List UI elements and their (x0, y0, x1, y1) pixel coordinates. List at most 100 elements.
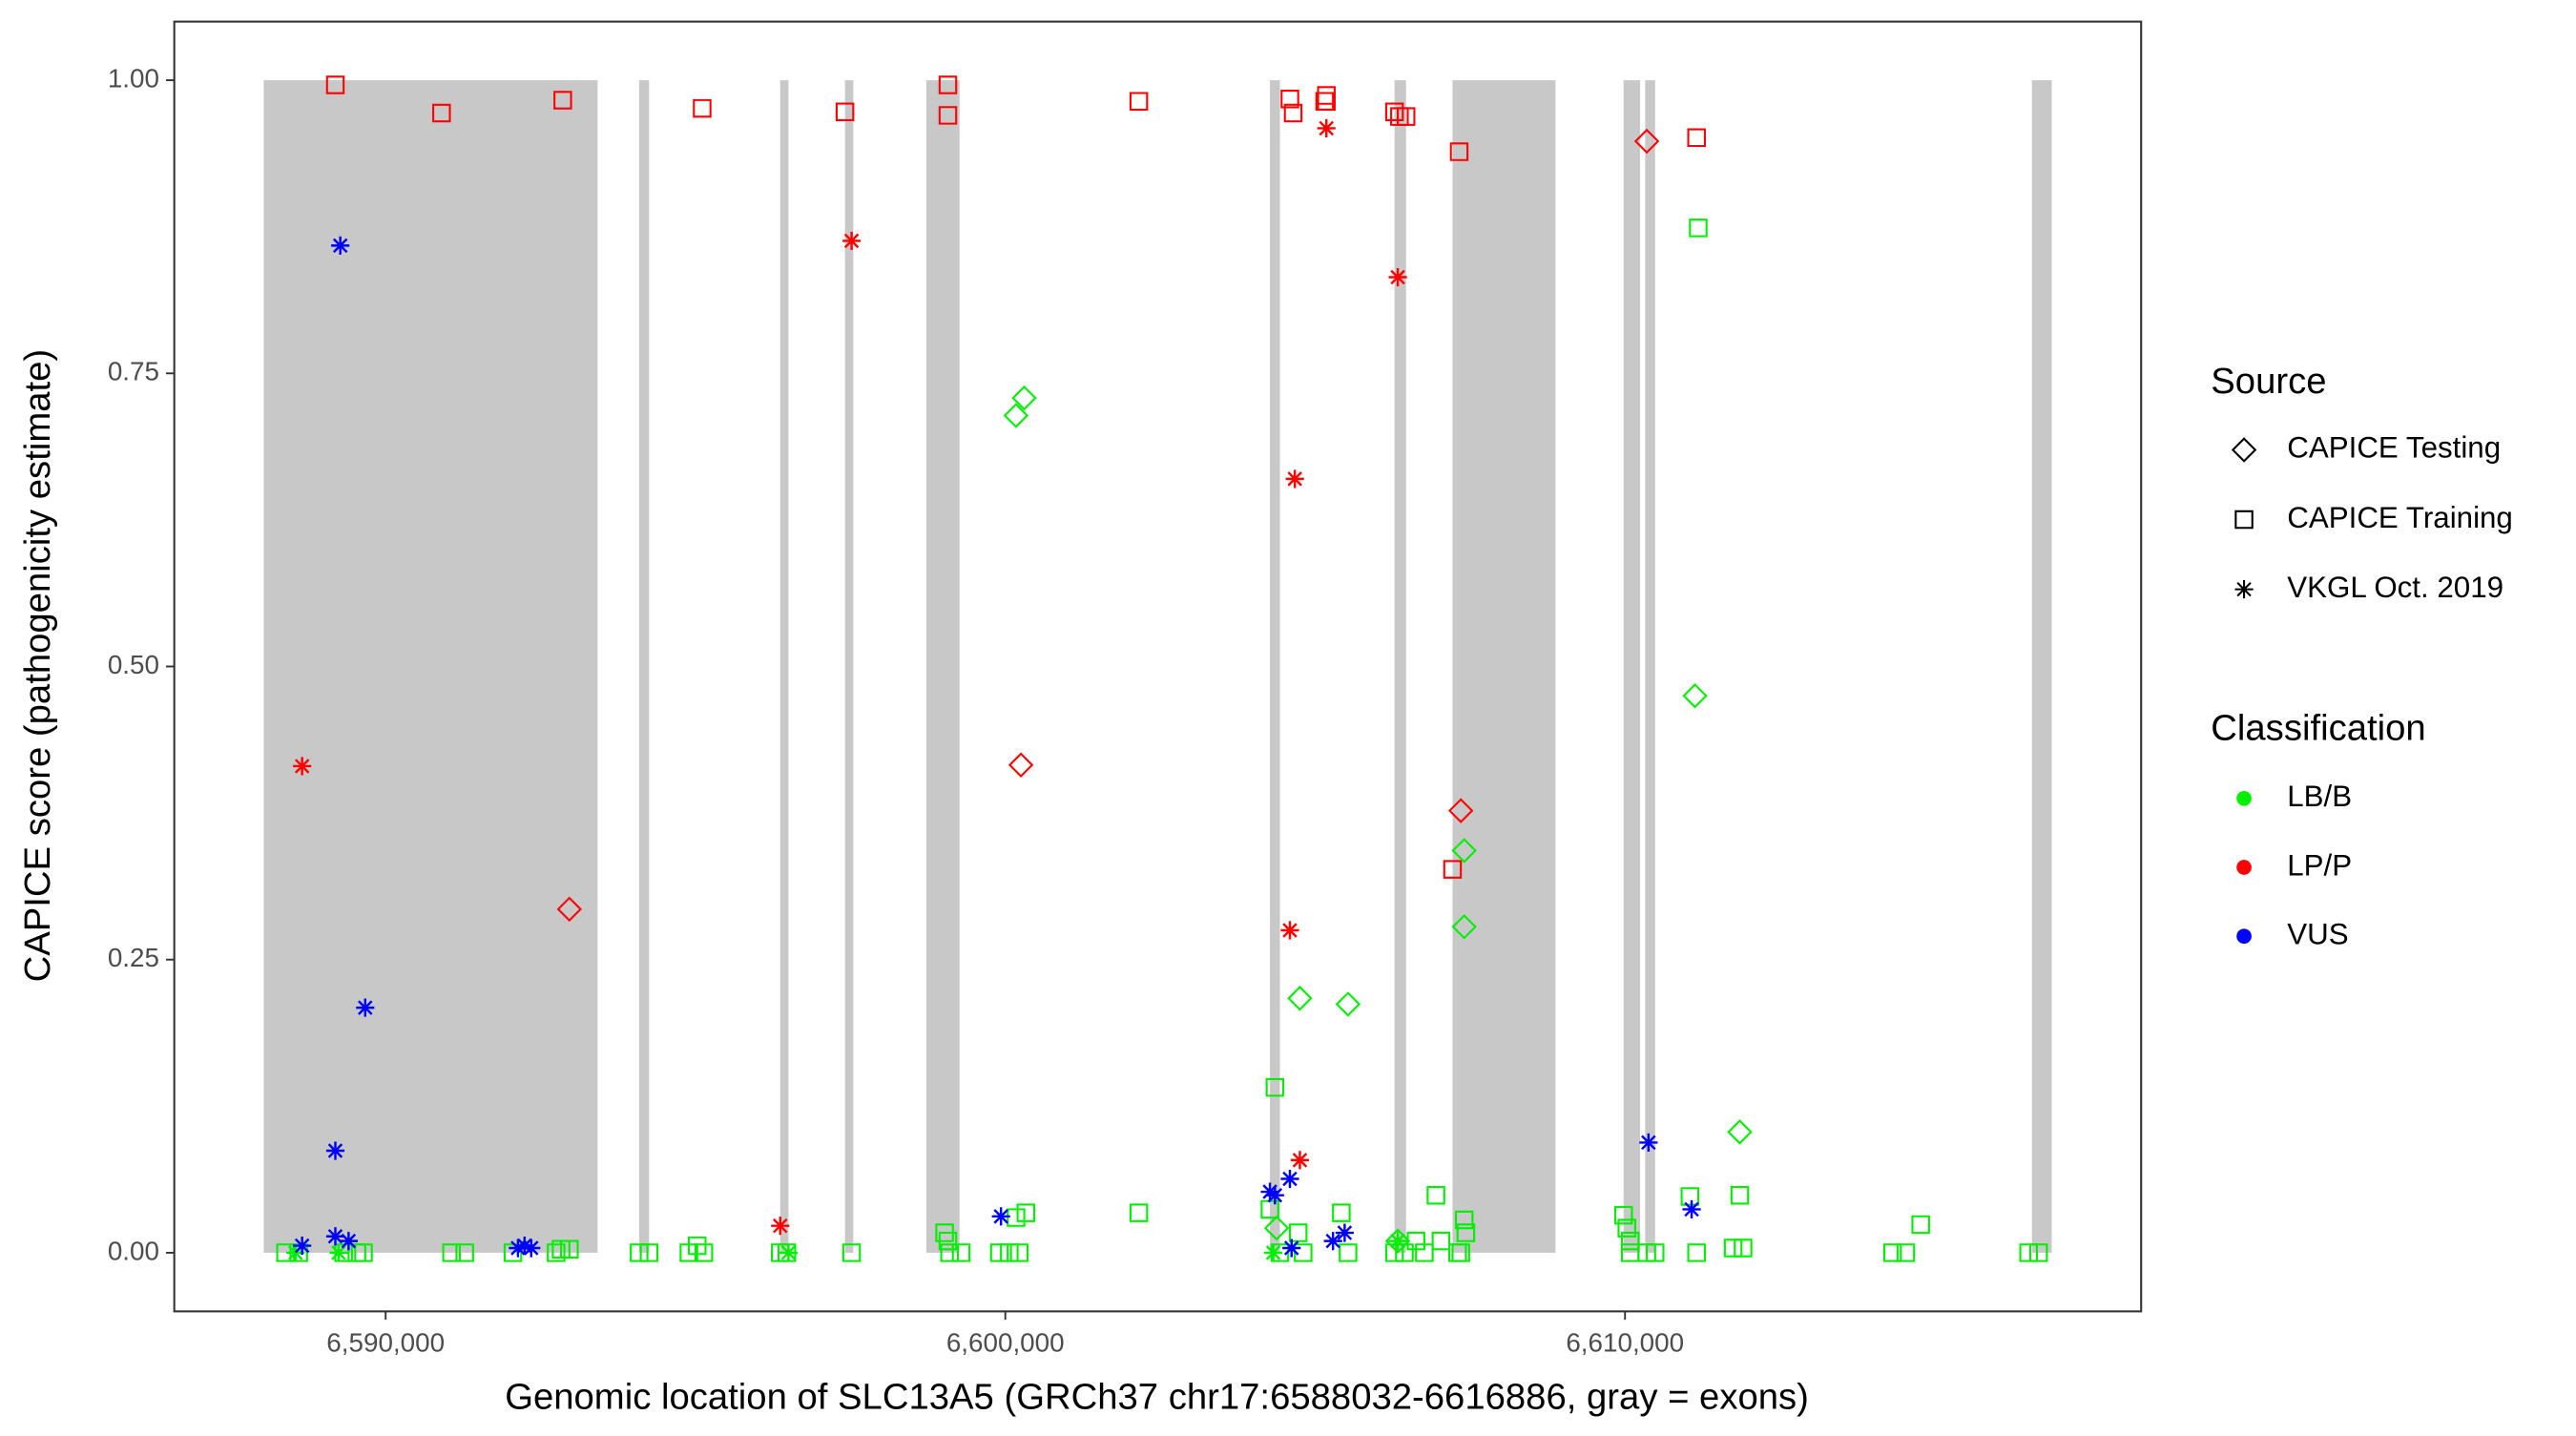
point (1129, 1203, 1149, 1222)
x-axis-title: Genomic location of SLC13A5 (GRCh37 chr1… (505, 1377, 1809, 1418)
point (1689, 219, 1708, 238)
point (1317, 118, 1336, 138)
exon (263, 80, 598, 1253)
point (1426, 1185, 1445, 1205)
point (325, 1227, 345, 1246)
point (1633, 128, 1660, 155)
point (1294, 1243, 1313, 1262)
point (1911, 1215, 1930, 1235)
y-tick-label: 0.75 (108, 357, 159, 386)
exon (1645, 80, 1655, 1253)
exon-layer (263, 80, 2052, 1253)
point (1456, 1223, 1476, 1242)
point-layer (276, 75, 2048, 1262)
point (1263, 1243, 1283, 1262)
point (1454, 1210, 1474, 1230)
legend-title: Source (2211, 361, 2326, 402)
point (771, 1217, 790, 1236)
legend-label: LB/B (2287, 780, 2352, 813)
point (1280, 89, 1299, 109)
point (1287, 986, 1313, 1011)
exon (1270, 80, 1280, 1253)
exon (2031, 80, 2052, 1253)
point (1449, 142, 1469, 161)
point (1682, 1199, 1701, 1219)
point (515, 1236, 534, 1256)
point (1384, 102, 1404, 121)
point (1734, 1238, 1753, 1258)
point (938, 1231, 958, 1251)
point (991, 1207, 1010, 1226)
legend-symbol (2234, 510, 2254, 530)
point (1290, 1151, 1310, 1170)
point (1682, 683, 1708, 709)
point (841, 1243, 862, 1262)
point (1896, 1243, 1916, 1262)
y-tick-label: 0.50 (108, 650, 159, 679)
legend-symbol (2231, 437, 2257, 463)
point (556, 896, 583, 923)
point (1727, 1119, 1753, 1145)
point (356, 998, 375, 1017)
point (1335, 1223, 1354, 1242)
point (1335, 991, 1361, 1017)
point (1447, 798, 1474, 823)
point (1263, 1215, 1290, 1241)
point (2028, 1243, 2048, 1262)
point (1280, 1169, 1299, 1189)
point (1323, 1232, 1342, 1251)
point (354, 1243, 373, 1262)
point (325, 75, 345, 94)
point (331, 236, 350, 255)
point (1011, 385, 1037, 411)
point (1687, 1243, 1706, 1262)
x-tick-label: 6,610,000 (1566, 1328, 1684, 1358)
point (1451, 838, 1477, 864)
exon (779, 80, 789, 1253)
point (1265, 1077, 1285, 1097)
exon (1623, 80, 1641, 1253)
point (1283, 103, 1303, 123)
exon (1452, 80, 1556, 1253)
point (938, 106, 958, 125)
point (842, 231, 862, 250)
point (779, 1243, 799, 1262)
exon (1394, 80, 1406, 1253)
point (1129, 92, 1149, 111)
point (1384, 1228, 1411, 1254)
exon (844, 80, 854, 1253)
point (293, 1236, 312, 1256)
point (286, 1243, 305, 1262)
point (1265, 1186, 1284, 1205)
point (1007, 1208, 1026, 1227)
point (1332, 1203, 1351, 1222)
legend-label: LP/P (2287, 848, 2352, 882)
legend-label: VUS (2287, 917, 2348, 950)
legend-label: CAPICE Testing (2287, 431, 2501, 465)
legend-swatch (2236, 928, 2252, 945)
point (1730, 1185, 1750, 1205)
legend-title: Classification (2211, 708, 2425, 749)
point (1680, 1187, 1700, 1206)
point (547, 1243, 566, 1262)
point (339, 1232, 358, 1251)
point (1687, 128, 1706, 148)
point (1280, 921, 1299, 940)
point (1285, 469, 1304, 489)
point (1388, 1232, 1407, 1251)
point (1613, 1205, 1633, 1225)
point (1388, 267, 1407, 287)
point (1617, 1218, 1636, 1238)
point (835, 102, 855, 121)
legend-label: CAPICE Training (2287, 501, 2513, 534)
point (293, 757, 312, 776)
point (325, 1141, 345, 1160)
point (509, 1238, 528, 1258)
y-axis-title: CAPICE score (pathogenicity estimate) (17, 349, 58, 983)
legend-swatch (2236, 790, 2252, 806)
point (522, 1238, 541, 1258)
point (1008, 752, 1034, 778)
point (1288, 1223, 1308, 1242)
x-tick-label: 6,600,000 (946, 1328, 1065, 1358)
